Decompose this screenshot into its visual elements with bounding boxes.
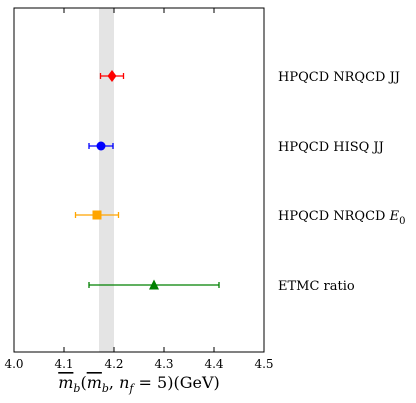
square-marker	[92, 210, 102, 220]
triangle-marker	[149, 279, 159, 290]
x-tick-label: 4.3	[154, 357, 173, 371]
series-label-text: ETMC ratio	[278, 279, 355, 294]
diamond-marker	[107, 70, 117, 82]
series-label-text: HPQCD NRQCD JJ	[278, 70, 400, 85]
series-label-text: HPQCD NRQCD	[278, 209, 390, 224]
x-tick-label: 4.1	[54, 357, 73, 371]
x-tick-label: 4.4	[204, 357, 223, 371]
series-label: HPQCD NRQCD E0	[278, 209, 405, 227]
series-label: HPQCD NRQCD JJ	[278, 70, 400, 85]
series-label: ETMC ratio	[278, 279, 355, 294]
series-label-text: HPQCD HISQ JJ	[278, 140, 384, 155]
x-tick-label: 4.0	[4, 357, 23, 371]
plot-frame	[13, 7, 265, 353]
x-tick-label: 4.2	[104, 357, 123, 371]
series-label-subscript: E	[389, 209, 400, 224]
average-band	[99, 8, 114, 352]
x-tick-label: 4.5	[254, 357, 273, 371]
series-label: HPQCD HISQ JJ	[278, 140, 384, 155]
x-axis-label: mb(mb, nf = 5)(GeV)	[58, 373, 220, 395]
circle-marker	[96, 141, 106, 151]
